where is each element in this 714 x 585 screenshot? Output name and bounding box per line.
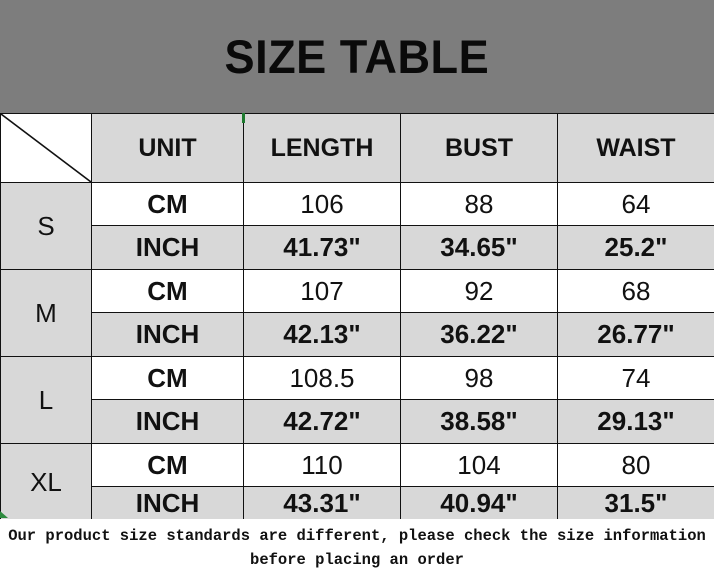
- cell-xl-inch-bust: 40.94": [400, 486, 558, 521]
- cell-m-cm-length: 107: [243, 269, 401, 313]
- cell-m-cm-waist: 68: [557, 269, 714, 313]
- cell-xl-inch-waist: 31.5": [557, 486, 714, 521]
- cell-l-cm-length: 108.5: [243, 356, 401, 400]
- footer-note: Our product size standards are different…: [0, 519, 714, 585]
- table-row: XL CM 110 104 80: [0, 443, 714, 521]
- footer-note-line1: Our product size standards are different…: [8, 527, 706, 545]
- cell-m-inch-length: 42.13": [243, 312, 401, 357]
- unit-cell-cm: CM: [91, 356, 244, 400]
- unit-cell-cm: CM: [91, 443, 244, 487]
- cell-m-inch-waist: 26.77": [557, 312, 714, 357]
- size-label-s: S: [0, 182, 92, 270]
- page-title: SIZE TABLE: [224, 30, 490, 83]
- unit-cell-cm: CM: [91, 269, 244, 313]
- table-header-row: UNIT LENGTH BUST WAIST: [0, 113, 714, 183]
- green-artifact-mark-top: [242, 113, 245, 123]
- unit-cell-inch: INCH: [91, 312, 244, 357]
- table-row: M CM 107 92 68: [0, 269, 714, 357]
- column-header-bust: BUST: [400, 113, 558, 183]
- column-header-length: LENGTH: [243, 113, 401, 183]
- cell-xl-cm-waist: 80: [557, 443, 714, 487]
- size-table: UNIT LENGTH BUST WAIST S CM 106 88 64 IN…: [0, 113, 714, 521]
- cell-m-inch-bust: 36.22": [400, 312, 558, 357]
- size-label-xl: XL: [0, 443, 92, 521]
- table-row: INCH 42.13" 36.22" 26.77": [1, 312, 714, 357]
- title-banner: SIZE TABLE: [0, 0, 714, 113]
- cell-xl-cm-bust: 104: [400, 443, 558, 487]
- cell-s-cm-bust: 88: [400, 182, 558, 226]
- unit-cell-inch: INCH: [91, 399, 244, 444]
- cell-s-inch-waist: 25.2": [557, 225, 714, 270]
- cell-l-inch-bust: 38.58": [400, 399, 558, 444]
- size-label-l: L: [0, 356, 92, 444]
- cell-l-cm-bust: 98: [400, 356, 558, 400]
- cell-m-cm-bust: 92: [400, 269, 558, 313]
- cell-xl-inch-length: 43.31": [243, 486, 401, 521]
- cell-l-inch-waist: 29.13": [557, 399, 714, 444]
- table-row: INCH 43.31" 40.94" 31.5": [1, 486, 714, 521]
- cell-s-inch-bust: 34.65": [400, 225, 558, 270]
- cell-s-cm-length: 106: [243, 182, 401, 226]
- table-row: L CM 108.5 98 74: [0, 356, 714, 444]
- size-label-m: M: [0, 269, 92, 357]
- unit-cell-inch: INCH: [91, 225, 244, 270]
- cell-s-inch-length: 41.73": [243, 225, 401, 270]
- column-header-waist: WAIST: [557, 113, 714, 183]
- footer-note-line2: before placing an order: [250, 551, 464, 569]
- table-row: INCH 42.72" 38.58" 29.13": [1, 399, 714, 444]
- corner-cell: [0, 113, 92, 183]
- diagonal-slash-icon: [1, 114, 91, 182]
- cell-l-cm-waist: 74: [557, 356, 714, 400]
- green-artifact-mark-bottom: [0, 511, 8, 518]
- cell-s-cm-waist: 64: [557, 182, 714, 226]
- cell-l-inch-length: 42.72": [243, 399, 401, 444]
- table-row: S CM 106 88 64: [0, 182, 714, 270]
- cell-xl-cm-length: 110: [243, 443, 401, 487]
- column-header-unit: UNIT: [91, 113, 244, 183]
- unit-cell-inch: INCH: [91, 486, 244, 521]
- table-row: INCH 41.73" 34.65" 25.2": [1, 225, 714, 270]
- unit-cell-cm: CM: [91, 182, 244, 226]
